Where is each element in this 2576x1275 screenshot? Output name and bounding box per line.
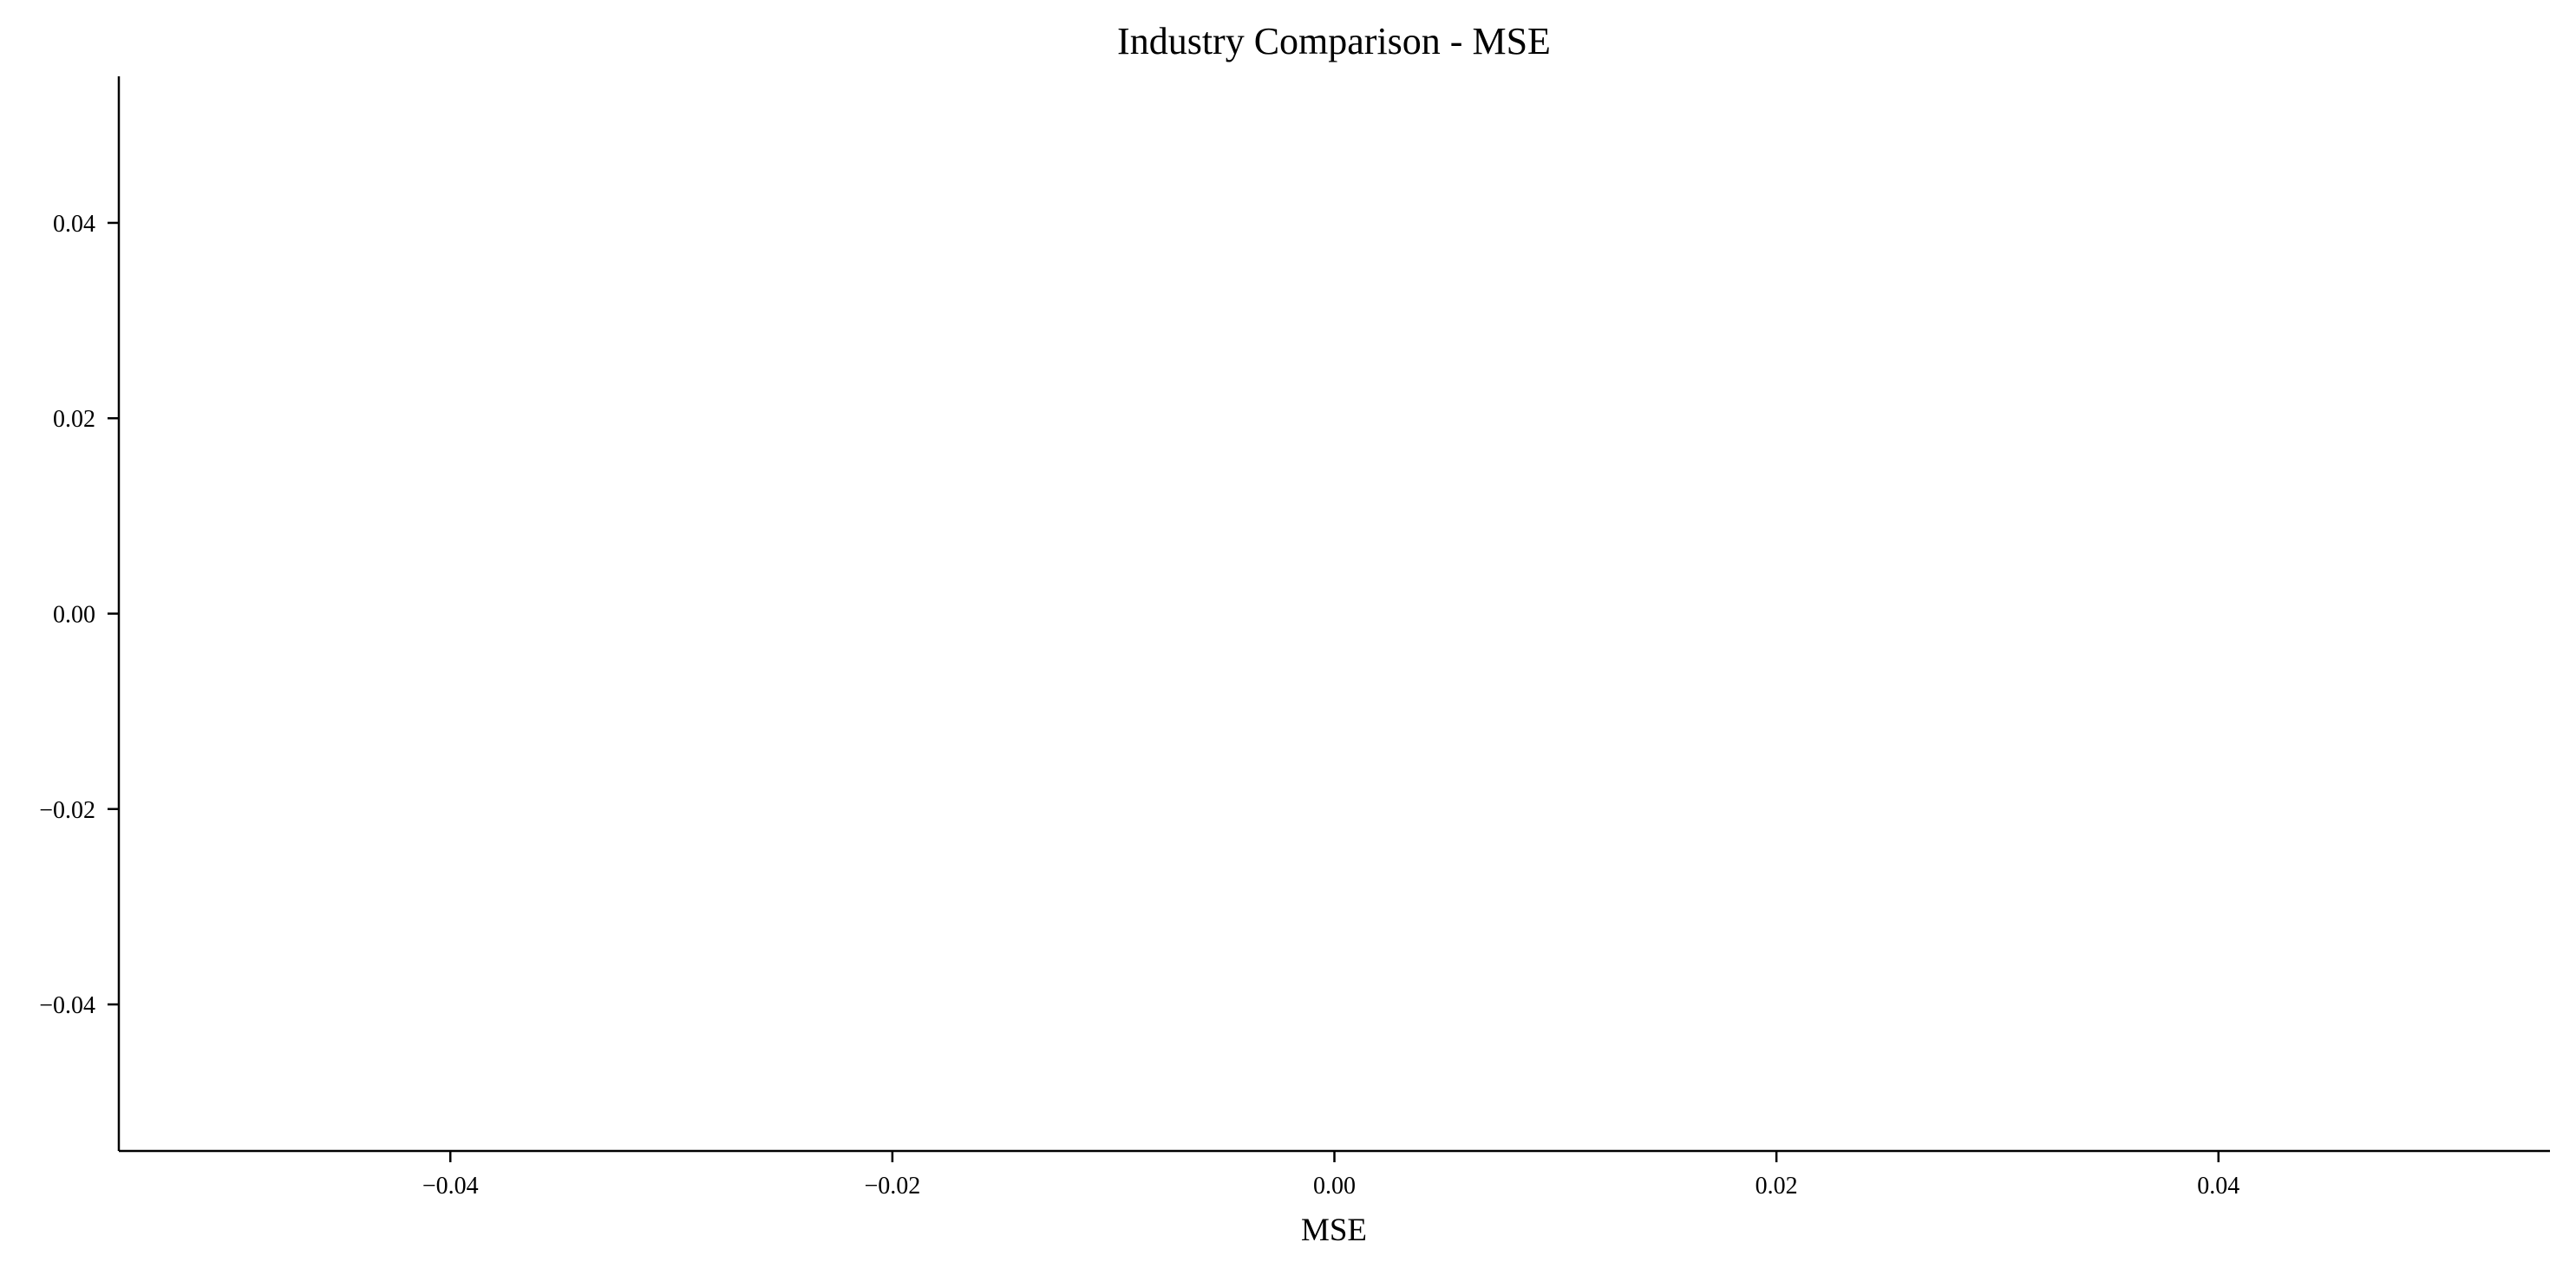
x-axis-label: MSE: [1301, 1213, 1367, 1248]
x-tick-label: 0.00: [1313, 1173, 1356, 1200]
y-tick-label: 0.02: [53, 406, 95, 433]
y-tick-label: 0.04: [53, 211, 95, 238]
y-axis-ticks: 0.04 0.02 0.00 −0.02 −0.04: [39, 211, 119, 1019]
y-tick-label: −0.02: [39, 797, 95, 824]
x-tick-label: 0.02: [1755, 1173, 1798, 1200]
chart-title: Industry Comparison - MSE: [1117, 20, 1551, 62]
x-axis-ticks: −0.04 −0.02 0.00 0.02 0.04: [422, 1151, 2239, 1200]
x-tick-label: −0.04: [422, 1173, 479, 1200]
y-tick-label: −0.04: [39, 992, 95, 1019]
y-tick-label: 0.00: [53, 602, 95, 629]
x-tick-label: −0.02: [864, 1173, 920, 1200]
x-tick-label: 0.04: [2197, 1173, 2239, 1200]
